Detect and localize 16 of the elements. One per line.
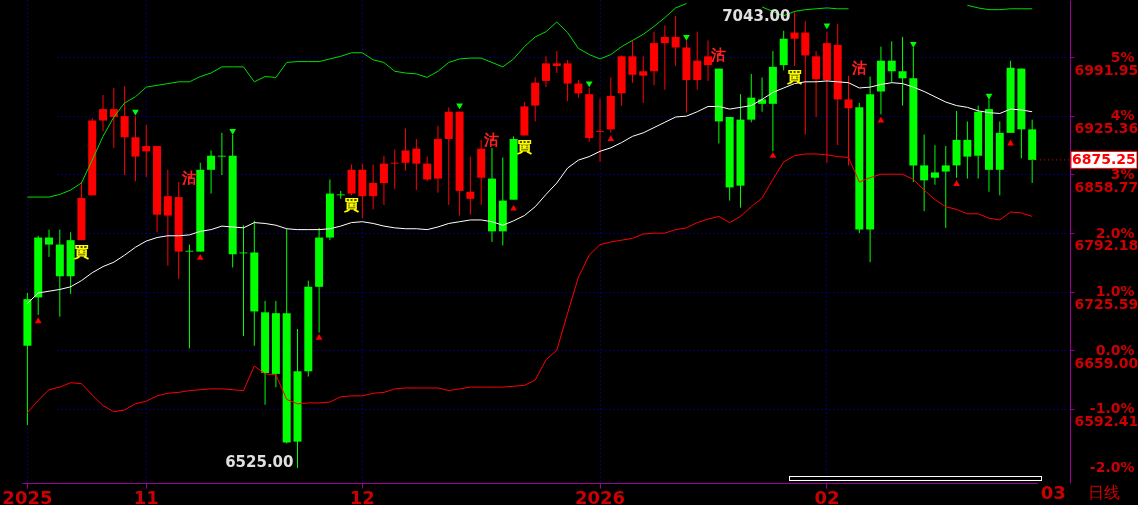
x-tick-label: 2025 — [2, 486, 53, 505]
text: 日线 — [1088, 483, 1120, 502]
y2-tick-label: -2.0% — [1089, 458, 1135, 475]
text: 6525.00 — [225, 453, 294, 472]
data-label: 買 — [343, 195, 360, 214]
x-tick-label: 02 — [814, 486, 840, 505]
ref-line-label: 6875.25 — [1072, 150, 1136, 167]
x-tick-label: 2026 — [574, 486, 626, 505]
data-label: 買 — [785, 68, 802, 87]
data-label: 沽 — [850, 58, 867, 77]
x-tick-label: 12 — [349, 486, 375, 505]
text: 7043.00 — [722, 7, 791, 26]
text: 03 — [1040, 482, 1066, 503]
data-label: 沽 — [710, 45, 727, 64]
data-label: 沽 — [483, 130, 500, 149]
x-tick-label: 11 — [133, 486, 159, 505]
